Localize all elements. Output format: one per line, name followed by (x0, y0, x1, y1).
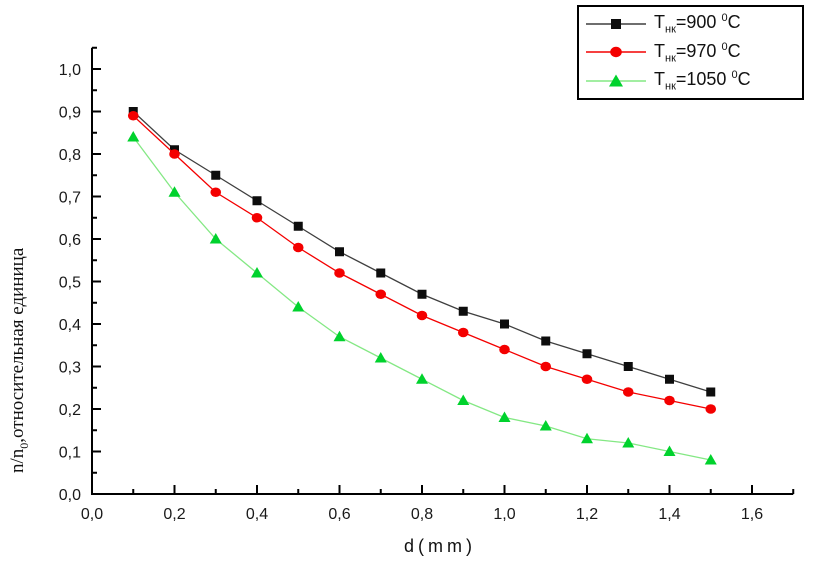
triangle-up-marker-icon (333, 330, 346, 342)
square-marker-icon (706, 387, 716, 397)
circle-marker-icon (457, 327, 469, 338)
circle-marker-icon (292, 242, 304, 253)
triangle-up-marker-icon (622, 437, 635, 448)
y-tick-label: 0,8 (59, 147, 81, 164)
square-marker-icon (211, 170, 221, 180)
x-tick-label: 0,2 (163, 506, 185, 523)
legend-label-t970: Tнк=970 0C (654, 40, 741, 65)
y-axis-title: n/n0,относительная единица (7, 248, 32, 473)
triangle-up-marker-icon (704, 454, 717, 465)
y-axis-ticks: 0,0 0,1 0,2 0,3 0,4 0,5 0,6 0,7 0,8 0,9 1,0 (59, 46, 101, 504)
y-tick-label: 0,5 (59, 275, 81, 292)
x-tick-label: 0,6 (328, 506, 350, 523)
axes-lines (91, 47, 794, 495)
y-tick-label: 0,1 (59, 445, 81, 462)
y-tick-label: 0,2 (59, 402, 81, 419)
triangle-up-marker-icon (209, 233, 222, 244)
legend-entry-t1050: Tнк=1050 0C (585, 69, 796, 93)
circle-marker-icon (127, 110, 139, 121)
x-tick-label: 0,0 (81, 506, 103, 523)
square-marker-icon (541, 336, 551, 346)
square-marker-icon (252, 196, 262, 206)
y-tick-label: 1,0 (59, 62, 81, 79)
square-marker-icon (500, 319, 509, 329)
x-tick-label: 0,8 (411, 506, 433, 523)
triangle-up-marker-icon (251, 267, 263, 278)
legend-label-t900: Tнк=900 0C (654, 12, 741, 36)
triangle-up-marker-icon (663, 445, 676, 456)
circle-marker-icon (610, 47, 622, 58)
y-tick-label: 0,7 (59, 190, 81, 207)
circle-marker-icon (375, 289, 387, 300)
triangle-up-marker-icon (292, 301, 305, 312)
triangle-up-marker-icon (498, 411, 511, 422)
triangle-up-marker-icon (374, 352, 387, 363)
legend-entry-t970: Tнк=970 0C (585, 40, 796, 65)
triangle-up-marker-icon (539, 420, 552, 431)
series-t970 (127, 110, 717, 414)
circle-marker-icon (581, 374, 593, 385)
square-marker-icon (582, 349, 592, 359)
square-marker-icon (417, 289, 427, 299)
x-axis-title: d(mm) (404, 536, 476, 556)
triangle-up-marker-icon (416, 373, 428, 384)
y-tick-label: 0,3 (59, 360, 81, 377)
x-tick-label: 1,0 (493, 506, 515, 523)
square-marker-icon (376, 268, 386, 278)
circle-marker-icon (499, 344, 510, 355)
x-tick-label: 0,4 (246, 506, 268, 523)
circle-marker-icon (334, 268, 345, 278)
legend-sample-circle (586, 47, 646, 58)
circle-marker-icon (664, 395, 675, 406)
legend-sample-triangle (586, 74, 646, 87)
x-axis-ticks: 0,0 0,2 0,4 0,6 0,8 1,0 1,2 1,4 1,6 (81, 485, 795, 523)
y-axis-title-post: ,относительная единица (7, 247, 28, 443)
legend-sample-square (586, 19, 646, 30)
series-line-t900 (132, 111, 711, 393)
circle-marker-icon (622, 387, 634, 397)
square-marker-icon (623, 362, 633, 371)
x-tick-label: 1,6 (741, 506, 763, 523)
square-marker-icon (335, 247, 344, 257)
legend-entry-t900: Tнк=900 0C (585, 12, 796, 36)
y-tick-label: 0,0 (59, 487, 81, 504)
triangle-up-marker-icon (581, 432, 593, 444)
y-tick-label: 0,9 (59, 105, 81, 122)
triangle-marker-icon (609, 74, 623, 87)
circle-marker-icon (210, 187, 222, 198)
series-t1050 (127, 131, 717, 465)
triangle-up-marker-icon (168, 186, 181, 197)
circle-marker-icon (416, 310, 428, 321)
triangle-up-marker-icon (127, 131, 140, 142)
legend-label-t1050: Tнк=1050 0C (654, 69, 751, 93)
x-tick-label: 1,4 (658, 506, 680, 523)
series-t900 (128, 107, 716, 397)
square-marker-icon (458, 306, 468, 316)
circle-marker-icon (540, 361, 552, 372)
y-tick-label: 0,4 (59, 317, 81, 334)
circle-marker-icon (705, 404, 717, 414)
circle-marker-icon (251, 212, 263, 223)
square-marker-icon (665, 374, 674, 384)
triangle-up-marker-icon (457, 394, 470, 405)
y-tick-label: 0,6 (59, 232, 81, 249)
circle-marker-icon (169, 149, 180, 159)
square-marker-icon (293, 221, 303, 231)
y-axis-title-pre: n/n (7, 448, 28, 473)
legend: Tнк=900 0C Tнк=970 0C Tнк=1050 0C (577, 5, 804, 100)
y-axis-title-sub: 0 (16, 442, 31, 449)
square-marker-icon (611, 19, 621, 30)
x-tick-label: 1,2 (576, 506, 598, 523)
